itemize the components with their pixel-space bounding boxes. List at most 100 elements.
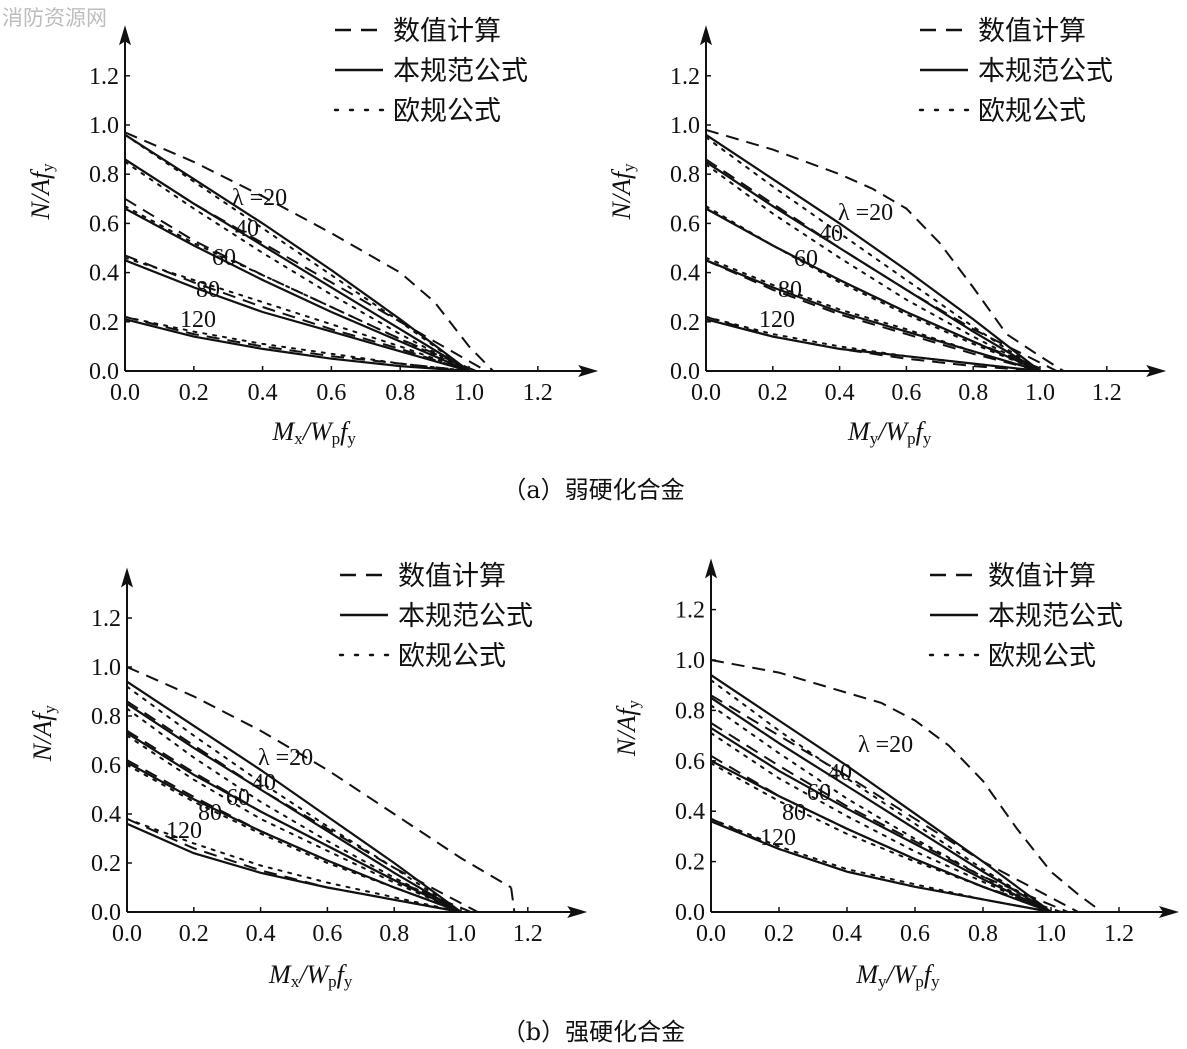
curve-label: 60 (226, 785, 250, 811)
y-tick-label: 0.8 (91, 704, 121, 730)
chart-panel-a-left: 0.0 0.2 0.4 0.6 0.8 1.0 1.2 0.0 0.2 0.4 0.6 0.8 1.0 1… (26, 16, 599, 448)
y-axis-label: N/Afy (607, 163, 638, 221)
x-axis-arrow (567, 906, 588, 918)
x-tick-label: 0.4 (825, 380, 855, 406)
x-axis-arrow (1159, 906, 1179, 918)
series-line-solid (705, 318, 1041, 373)
y-tick-label: 0.0 (675, 900, 705, 926)
x-tick-label: 0.2 (179, 380, 209, 406)
y-tick-label: 0.2 (670, 310, 700, 336)
y-tick-label: 0.8 (670, 162, 700, 188)
series-line-dashed (705, 158, 1058, 372)
series-line-dashed (710, 722, 1069, 913)
x-tick-label: 1.0 (1025, 380, 1055, 406)
series-line-dashed (124, 315, 470, 372)
x-tick-label: 0.8 (379, 921, 409, 947)
legend-entry: 数值计算 (398, 561, 506, 591)
series-line-dotted (710, 732, 1052, 913)
y-tick-label: 0.0 (91, 900, 121, 926)
y-tick-label: 1.2 (89, 64, 119, 90)
x-tick-label: 0.2 (179, 921, 209, 947)
x-axis-label: My/Wpfy (847, 417, 932, 448)
legend-entry: 欧规公式 (398, 641, 506, 671)
x-tick-label: 1.0 (446, 921, 476, 947)
series-line-dotted (126, 764, 462, 913)
y-tick-label: 0.2 (91, 851, 121, 877)
curve-label: 80 (198, 800, 222, 826)
curve-label: 40 (235, 216, 259, 242)
curve-label: 60 (807, 780, 831, 806)
x-axis-label: Mx/Wpfy (268, 960, 353, 991)
series-line-dashed (124, 158, 487, 372)
series-line-dashed (124, 131, 494, 372)
curve-label: 40 (819, 221, 843, 247)
x-axis-label: Mx/Wpfy (272, 417, 357, 448)
series-line-dotted (124, 256, 470, 372)
series-line-dotted (124, 160, 470, 372)
series-line-dotted (126, 707, 462, 913)
y-tick-label: 0.0 (89, 359, 119, 385)
watermark-text: 消防资源网 (2, 6, 107, 30)
series-line-dotted (710, 817, 1052, 913)
y-axis-label: N/Afy (612, 699, 643, 757)
series-line-dotted (705, 256, 1041, 372)
x-tick-label: 0.0 (112, 921, 142, 947)
series-line-dotted (124, 133, 470, 372)
series-line-solid (705, 207, 1041, 373)
x-tick-label: 1.2 (513, 921, 543, 947)
x-axis-arrow (578, 365, 599, 377)
x-tick-label: 1.2 (523, 380, 553, 406)
x-axis-label: My/Wpfy (855, 960, 940, 991)
series-line-solid (126, 822, 462, 914)
y-tick-label: 0.4 (675, 799, 705, 825)
series-line-dotted (710, 679, 1052, 913)
curve-label: 120 (166, 818, 202, 844)
series-line-dotted (705, 163, 1041, 372)
chart-panel-a-right: 0.0 0.2 0.4 0.6 0.8 1.0 1.2 0.0 0.2 0.4 0.6 0.8 1.0 1… (607, 16, 1167, 448)
legend-entry: 本规范公式 (398, 601, 533, 631)
series-line-dotted (705, 315, 1041, 372)
x-tick-label: 1.0 (1036, 921, 1066, 947)
series-line-solid (126, 732, 462, 913)
curve-label: 40 (828, 760, 852, 786)
series-line-solid (705, 259, 1041, 373)
curve-label: 80 (782, 800, 806, 826)
y-tick-label: 0.6 (670, 211, 700, 237)
legend-entry: 数值计算 (393, 16, 501, 46)
curve-label: 120 (180, 307, 216, 333)
y-axis-label: N/Afy (28, 705, 59, 763)
legend-entry: 本规范公式 (393, 56, 528, 86)
series-line-solid (124, 133, 470, 372)
series-line-dashed (126, 700, 479, 913)
x-tick-label: 1.0 (454, 380, 484, 406)
series-line-dotted (705, 205, 1041, 372)
x-tick-label: 0.0 (696, 921, 726, 947)
legend-entry: 数值计算 (988, 561, 1096, 591)
series-line-dotted (126, 817, 462, 913)
y-tick-label: 0.0 (670, 359, 700, 385)
legend-entry: 本规范公式 (978, 56, 1113, 86)
series-line-solid (124, 207, 470, 373)
curve-label: λ =20 (838, 200, 893, 226)
series-line-dotted (705, 136, 1041, 372)
series-line-dashed (705, 207, 1048, 372)
series-line-dotted (124, 315, 470, 372)
y-tick-label: 1.2 (670, 64, 700, 90)
legend-entry: 欧规公式 (988, 641, 1096, 671)
caption-a: （a）弱硬化合金 (502, 476, 685, 504)
series-line-dashed (710, 659, 1103, 913)
x-tick-label: 0.8 (968, 921, 998, 947)
y-axis-arrow (700, 25, 712, 46)
curve-label: 120 (760, 825, 796, 851)
y-tick-label: 0.6 (91, 753, 121, 779)
y-tick-label: 0.6 (675, 749, 705, 775)
y-tick-label: 1.0 (91, 655, 121, 681)
series-line-dashed (126, 759, 462, 913)
curve-label: 120 (759, 307, 795, 333)
y-tick-label: 1.0 (675, 648, 705, 674)
series-line-solid (710, 727, 1052, 913)
